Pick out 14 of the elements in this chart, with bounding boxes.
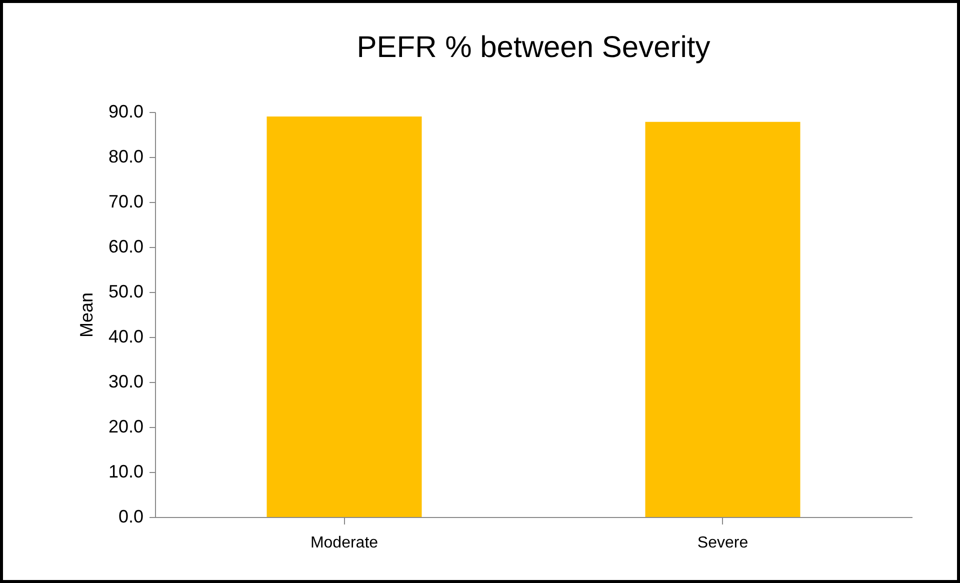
x-tick-label: Moderate <box>310 534 378 552</box>
chart-title: PEFR % between Severity <box>356 31 710 64</box>
y-tick-label: 30.0 <box>108 372 144 392</box>
y-tick-label: 50.0 <box>108 282 144 302</box>
x-tick-label: Severe <box>697 534 748 552</box>
y-tick-label: 80.0 <box>108 146 144 166</box>
y-tick-label: 20.0 <box>108 416 144 436</box>
y-tick-label: 90.0 <box>108 102 144 122</box>
y-tick-label: 40.0 <box>108 326 144 346</box>
y-tick-label: 60.0 <box>108 236 144 256</box>
y-tick-label: 0.0 <box>118 506 144 526</box>
y-axis-title: Mean <box>76 292 96 338</box>
y-tick-label: 70.0 <box>108 192 144 212</box>
y-tick-label: 10.0 <box>108 462 144 482</box>
